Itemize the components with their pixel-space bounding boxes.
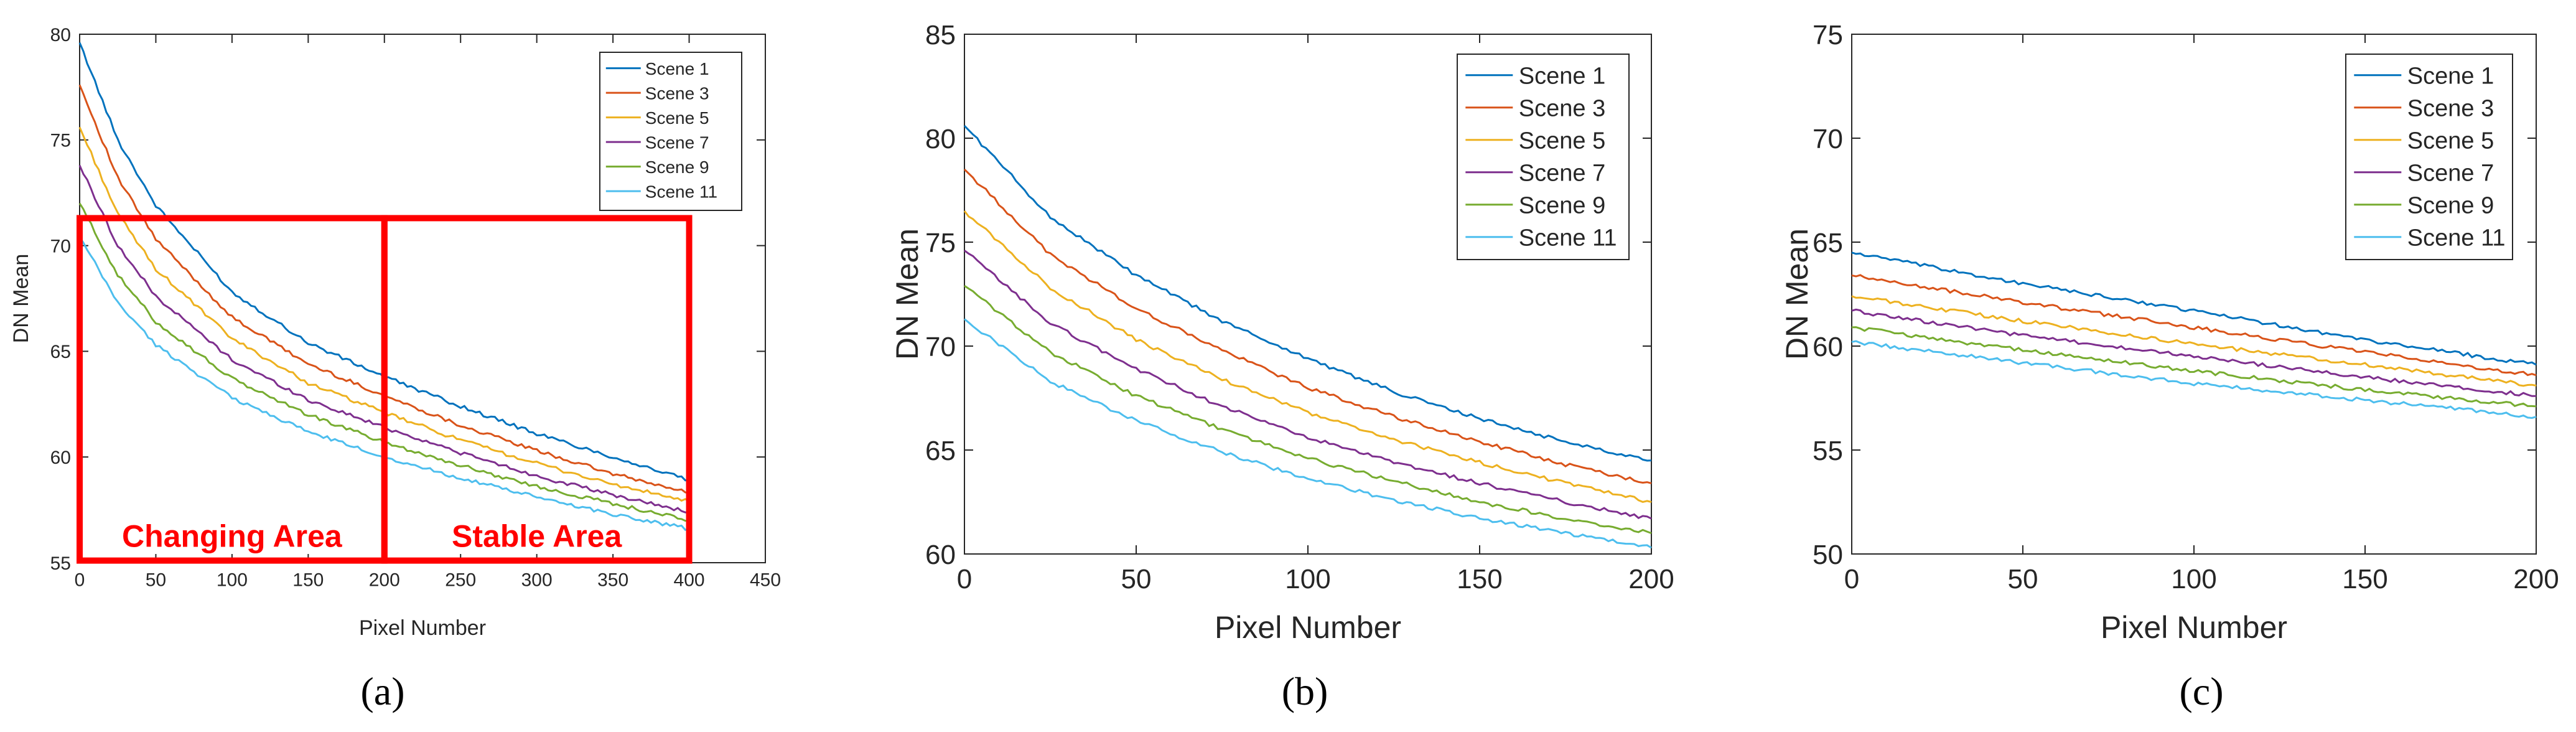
y-tick-label: 65 [1813, 228, 1843, 258]
legend-entry: Scene 11 [1519, 225, 1617, 251]
series-line-scene-3 [1851, 274, 2537, 377]
x-axis-label: Pixel Number [1215, 610, 1401, 645]
y-tick-label: 85 [925, 20, 956, 50]
legend-entry: Scene 5 [2407, 128, 2494, 154]
series-line-scene-7 [964, 250, 1652, 520]
x-axis-label: Pixel Number [2101, 610, 2287, 645]
x-tick-label: 350 [597, 570, 628, 591]
y-axis-label: DN Mean [1780, 228, 1814, 360]
y-tick-label: 75 [1813, 20, 1843, 50]
y-tick-label: 70 [925, 332, 956, 362]
y-axis-label: DN Mean [890, 228, 925, 360]
x-tick-label: 0 [75, 570, 85, 591]
y-tick-label: 75 [50, 131, 71, 151]
x-tick-label: 100 [1285, 564, 1330, 594]
legend-entry: Scene 3 [2407, 95, 2494, 121]
x-tick-label: 50 [146, 570, 166, 591]
series-line-scene-9 [964, 284, 1652, 535]
legend-entry: Scene 9 [645, 157, 709, 177]
series-line-scene-5 [963, 210, 1652, 503]
y-axis-label: DN Mean [9, 254, 33, 344]
legend-entry: Scene 7 [2407, 160, 2494, 186]
y-tick-label: 50 [1813, 540, 1843, 570]
chart-panel-a: 0 50 100 150 200 250 300 350 400 450 55 60 65 70 75 80 P… [9, 25, 781, 640]
region-label-changing-area: Changing Area [122, 519, 343, 554]
legend-entry: Scene 5 [1519, 128, 1605, 154]
legend-entry: Scene 1 [2407, 63, 2494, 89]
x-tick-label: 200 [369, 570, 400, 591]
x-tick-label: 100 [2171, 564, 2216, 594]
y-tick-label: 70 [50, 236, 71, 256]
x-tick-label: 0 [1844, 564, 1859, 594]
x-tick-label: 0 [957, 564, 972, 594]
chart-panel-b: 0 50 100 150 200 60 65 70 75 80 85 Pixel Number DN M… [890, 20, 1674, 645]
x-tick-label: 50 [1121, 564, 1152, 594]
legend-entry: Scene 9 [2407, 192, 2494, 218]
legend: Scene 1 Scene 3 Scene 5 Scene 7 Scene 9 Scene… [599, 52, 742, 211]
caption-a: (a) [360, 669, 404, 713]
y-tick-label: 65 [50, 342, 71, 362]
x-tick-label: 300 [521, 570, 553, 591]
legend-entry: Scene 7 [645, 133, 709, 152]
region-label-stable-area: Stable Area [452, 519, 622, 554]
x-tick-label: 50 [2008, 564, 2038, 594]
legend: Scene 1 Scene 3 Scene 5 Scene 7 Scene 9 Scene… [2345, 54, 2513, 260]
x-tick-label: 150 [1457, 564, 1502, 594]
y-tick-label: 70 [1813, 124, 1843, 154]
x-tick-label: 450 [750, 570, 781, 591]
legend-entry: Scene 1 [645, 59, 709, 78]
caption-b: (b) [1282, 669, 1328, 713]
region-box-stable-area [381, 215, 693, 564]
y-tick-label: 60 [925, 540, 956, 570]
legend-entry: Scene 5 [645, 108, 709, 128]
y-tick-label: 60 [50, 448, 71, 468]
legend-box [2345, 54, 2513, 260]
x-tick-label: 200 [2513, 564, 2559, 594]
series-line-scene-11 [1851, 340, 2537, 420]
x-tick-label: 200 [1628, 564, 1674, 594]
legend-entry: Scene 9 [1519, 192, 1605, 218]
legend-entry: Scene 7 [1519, 160, 1605, 186]
y-tick-label: 80 [925, 124, 956, 154]
x-tick-label: 100 [217, 570, 248, 591]
x-tick-label: 250 [445, 570, 476, 591]
y-tick-label: 55 [50, 553, 71, 574]
x-axis-label: Pixel Number [359, 616, 486, 640]
y-tick-label: 55 [1813, 436, 1843, 466]
series-line-scene-3 [963, 169, 1652, 484]
y-tick-label: 80 [50, 25, 71, 45]
legend: Scene 1 Scene 3 Scene 5 Scene 7 Scene 9 Scene… [1457, 54, 1630, 260]
legend-entry: Scene 3 [1519, 95, 1605, 121]
y-tick-label: 65 [925, 436, 956, 466]
series-line-scene-1 [1851, 251, 2537, 366]
series-line-scene-7 [1851, 308, 2537, 397]
series-line-scene-5 [1851, 295, 2537, 387]
series-line-scene-9 [1851, 326, 2537, 408]
legend-box [1457, 54, 1630, 260]
legend-entry: Scene 11 [2407, 225, 2506, 251]
legend-entry: Scene 11 [645, 182, 717, 201]
legend-box [599, 52, 742, 211]
series-line-scene-11 [964, 318, 1652, 549]
legend-entry: Scene 1 [1519, 63, 1605, 89]
x-tick-label: 150 [2342, 564, 2387, 594]
legend-entry: Scene 3 [645, 83, 709, 103]
x-tick-label: 400 [674, 570, 705, 591]
y-tick-label: 75 [925, 228, 956, 258]
x-tick-label: 150 [292, 570, 324, 591]
y-tick-label: 60 [1813, 332, 1843, 362]
caption-c: (c) [2179, 669, 2223, 713]
series-line-scene-1 [963, 124, 1652, 462]
